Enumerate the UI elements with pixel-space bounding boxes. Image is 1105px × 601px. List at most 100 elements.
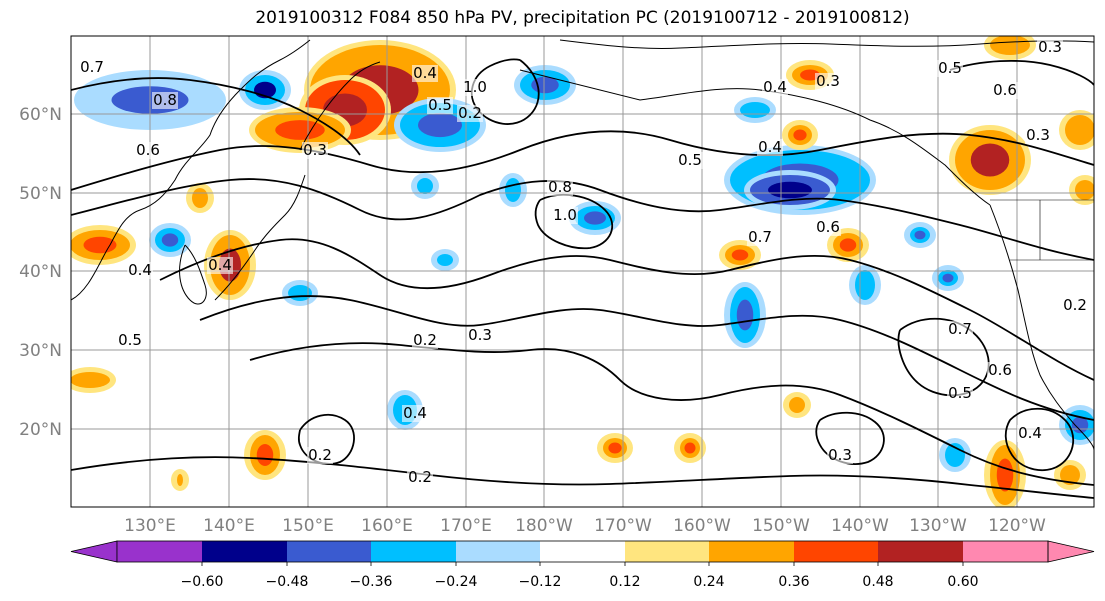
colorbar-swatch xyxy=(371,541,456,562)
contour-label-bg xyxy=(307,447,333,464)
contour-label-bg xyxy=(117,332,143,349)
lat-label: 40°N xyxy=(19,262,62,282)
contour-label-bg xyxy=(827,447,853,464)
contour-label: 0.4 xyxy=(758,138,782,156)
contour-label-bg xyxy=(467,327,493,344)
lon-label: 140°W xyxy=(831,516,889,536)
contour-label-bg xyxy=(402,405,428,422)
contour-label-bg xyxy=(412,65,438,82)
precip-blob-core xyxy=(800,69,820,81)
contour-label-bg xyxy=(992,82,1018,99)
contour-label: 0.5 xyxy=(118,331,142,349)
latitude-labels: 60°N 50°N 40°N 30°N 20°N xyxy=(19,105,62,440)
contour-label-bg xyxy=(815,219,841,236)
contour-label-bg xyxy=(1037,39,1063,56)
contour-label: 0.5 xyxy=(938,59,962,77)
precip-blob-core xyxy=(275,120,325,140)
precip-blob-core xyxy=(839,238,857,252)
contour-label: 0.6 xyxy=(988,361,1012,379)
precip-blob-core xyxy=(970,143,1010,177)
lon-label: 150°E xyxy=(282,516,334,536)
lon-label: 170°W xyxy=(594,516,652,536)
contour-labels: 0.7 0.8 0.6 0.3 0.2 1.0 0.4 0.5 0.8 0.4 1.0 0.5 0.4 0… xyxy=(79,38,1088,486)
contour-label: 0.2 xyxy=(408,468,432,486)
lon-label: 130°W xyxy=(909,516,967,536)
lon-label: 160°E xyxy=(361,516,413,536)
contour-label-bg xyxy=(1025,127,1051,144)
coastline-kamchatka xyxy=(299,61,381,151)
lat-label: 20°N xyxy=(19,420,62,440)
us-borders xyxy=(990,199,1094,261)
precip-blob-core xyxy=(440,256,450,264)
lat-label: 30°N xyxy=(19,341,62,361)
precip-blob-core xyxy=(768,181,812,199)
lon-label: 150°W xyxy=(752,516,810,536)
contour-label: 0.5 xyxy=(948,384,972,402)
colorbar-swatch xyxy=(709,541,794,562)
contour-label-bg xyxy=(1062,297,1088,314)
precip-blob-core xyxy=(996,458,1014,492)
pv-contour xyxy=(1004,407,1074,472)
contour-label: 0.2 xyxy=(413,331,437,349)
precip-blob-core xyxy=(793,129,807,141)
colorbar-tick-label: −0.24 xyxy=(435,574,478,590)
colorbar-swatch xyxy=(878,541,963,562)
precip-blob-core xyxy=(914,230,926,240)
precip-blob-core xyxy=(418,112,462,138)
contour-label: 0.3 xyxy=(468,326,492,344)
pv-contour xyxy=(297,413,355,465)
contour-label: 0.2 xyxy=(308,446,332,464)
lon-label: 170°E xyxy=(440,516,492,536)
coastline-japan xyxy=(214,174,306,301)
contour-label-bg xyxy=(79,59,105,76)
contour-label: 0.4 xyxy=(128,261,152,279)
precip-blob-core xyxy=(1064,469,1076,481)
contour-label-bg xyxy=(547,179,573,196)
colorbar-tick-label: −0.12 xyxy=(519,574,562,590)
precip-blob-core xyxy=(83,236,117,254)
colorbar-extend-max xyxy=(1047,540,1095,563)
precip-blob-core xyxy=(949,448,961,462)
pv-contour xyxy=(534,193,614,250)
contour-label: 0.4 xyxy=(208,256,232,274)
precip-blob-core xyxy=(256,444,274,466)
colorbar-swatch xyxy=(963,541,1048,562)
pv-contour xyxy=(159,238,1094,381)
contour-label: 0.7 xyxy=(748,228,772,246)
contour-label-bg xyxy=(407,469,433,486)
coastline-asia xyxy=(71,39,311,301)
contour-label-bg xyxy=(457,105,483,122)
precip-blob-core xyxy=(1071,121,1089,139)
pv-contour xyxy=(199,295,1094,421)
coastline-arctic xyxy=(559,39,1094,49)
gridlines xyxy=(71,36,1094,507)
contour-label: 0.5 xyxy=(428,96,452,114)
contour-label-bg xyxy=(937,60,963,77)
precip-blob-core xyxy=(792,400,802,410)
contour-label: 0.6 xyxy=(993,81,1017,99)
lat-label: 60°N xyxy=(19,105,62,125)
lon-label: 160°W xyxy=(673,516,731,536)
pv-contour xyxy=(71,178,1094,261)
precip-blob-core xyxy=(999,39,1021,51)
precip-blob-core xyxy=(859,276,871,294)
longitude-labels: 130°E 140°E 150°E 160°E 170°E 180°W 170°W 160°W… xyxy=(124,516,1046,536)
precip-blob-core xyxy=(584,211,606,225)
contour-label-bg xyxy=(412,332,438,349)
colorbar: −0.60 −0.48 −0.36 −0.24 −0.12 0.12 0.24 0.36 0.4… xyxy=(70,540,1095,590)
contour-label: 1.0 xyxy=(553,206,577,224)
colorbar-tick-label: 0.48 xyxy=(862,574,893,590)
precip-blob-core xyxy=(731,249,749,261)
contour-label-bg xyxy=(987,362,1013,379)
colorbar-tick-label: 0.12 xyxy=(609,574,640,590)
colorbar-tick-label: 0.24 xyxy=(693,574,724,590)
colorbar-tick-label: 0.36 xyxy=(778,574,809,590)
contour-label-bg xyxy=(947,321,973,338)
colorbar-swatch xyxy=(287,541,371,562)
contour-label-bg xyxy=(1017,425,1043,442)
colorbar-swatch xyxy=(117,541,202,562)
precip-blob-core xyxy=(161,233,179,247)
contour-label: 0.2 xyxy=(458,104,482,122)
precip-blob-core xyxy=(746,105,764,115)
contour-label-bg xyxy=(757,139,783,156)
